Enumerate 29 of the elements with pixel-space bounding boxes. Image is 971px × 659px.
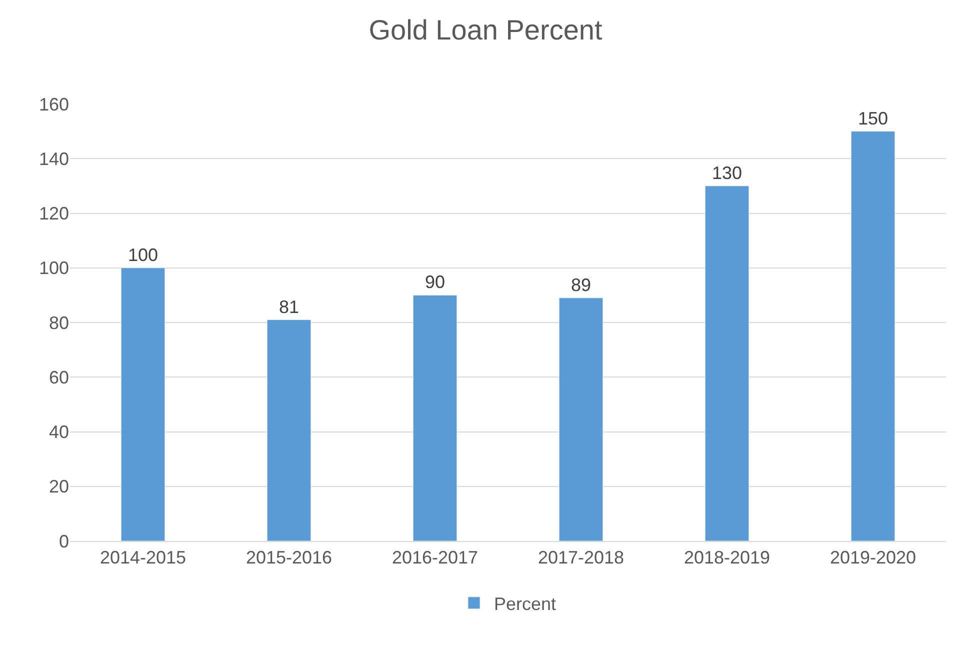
y-tick-label: 160 bbox=[38, 94, 69, 114]
x-tick-label: 2019-2020 bbox=[830, 548, 916, 568]
y-tick-label: 20 bbox=[48, 476, 69, 497]
y-tick-label: 60 bbox=[48, 367, 69, 388]
y-tick-label: 100 bbox=[38, 258, 69, 278]
y-tick-label: 140 bbox=[38, 148, 69, 169]
data-label: 100 bbox=[128, 244, 158, 265]
bar bbox=[558, 298, 604, 541]
y-tick-label: 0 bbox=[58, 531, 69, 552]
bar bbox=[704, 186, 750, 541]
x-tick-label: 2014-2015 bbox=[100, 548, 186, 568]
legend-label: Percent bbox=[494, 594, 556, 614]
data-label: 130 bbox=[712, 162, 742, 183]
bar bbox=[850, 131, 896, 541]
y-tick-label: 80 bbox=[48, 312, 69, 333]
x-tick-label: 2018-2019 bbox=[684, 548, 770, 568]
data-label: 81 bbox=[278, 296, 300, 317]
bar bbox=[266, 320, 312, 541]
data-label: 90 bbox=[424, 272, 446, 292]
y-tick-label: 120 bbox=[38, 204, 69, 224]
data-label: 89 bbox=[570, 274, 592, 295]
x-tick-label: 2015-2016 bbox=[246, 548, 332, 568]
bar bbox=[120, 268, 166, 541]
bar bbox=[412, 294, 458, 541]
chart-title: Gold Loan Percent bbox=[368, 14, 602, 46]
x-tick-label: 2017-2018 bbox=[538, 548, 624, 568]
x-tick-label: 2016-2017 bbox=[392, 548, 478, 568]
data-label: 150 bbox=[858, 108, 888, 128]
y-tick-label: 40 bbox=[48, 422, 69, 442]
